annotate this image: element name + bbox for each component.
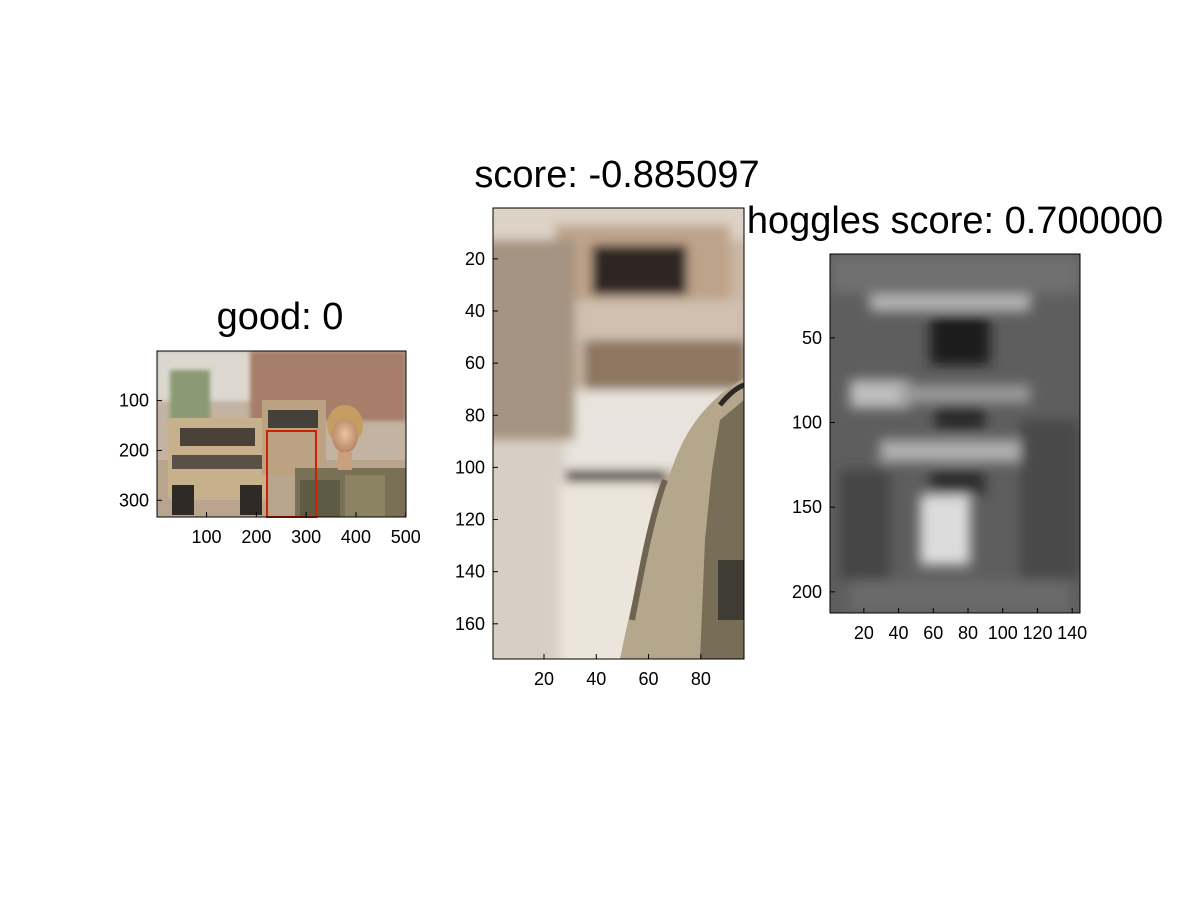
y-tick-label: 150 bbox=[792, 497, 822, 517]
x-tick-label: 100 bbox=[988, 623, 1018, 643]
x-tick-label: 500 bbox=[391, 527, 421, 547]
y-tick-label: 60 bbox=[465, 353, 485, 373]
x-tick-label: 120 bbox=[1022, 623, 1052, 643]
subplot-good: good: 0 100 200 300 400 500 100 200 300 bbox=[119, 296, 421, 547]
subplot2-ticks: 20 40 60 80 20 40 60 80 100 120 140 160 bbox=[455, 249, 711, 689]
x-tick-label: 20 bbox=[534, 669, 554, 689]
x-tick-label: 80 bbox=[958, 623, 978, 643]
subplot1-axes-frame bbox=[156, 350, 407, 518]
y-tick-label: 200 bbox=[792, 582, 822, 602]
y-tick-label: 200 bbox=[119, 440, 149, 460]
x-tick-label: 200 bbox=[241, 527, 271, 547]
window-crop-image bbox=[493, 208, 744, 659]
x-tick-label: 40 bbox=[586, 669, 606, 689]
x-tick-label: 80 bbox=[691, 669, 711, 689]
y-tick-label: 100 bbox=[792, 412, 822, 432]
y-tick-label: 120 bbox=[455, 510, 485, 530]
subplot3-title: hoggles score: 0.700000 bbox=[747, 200, 1163, 242]
x-tick-label: 400 bbox=[341, 527, 371, 547]
y-tick-label: 140 bbox=[455, 562, 485, 582]
x-tick-label: 100 bbox=[192, 527, 222, 547]
subplot2-axes-frame bbox=[492, 207, 745, 660]
subplot2-title: score: -0.885097 bbox=[474, 154, 759, 196]
x-tick-label: 140 bbox=[1057, 623, 1087, 643]
x-tick-label: 60 bbox=[639, 669, 659, 689]
subplot1-ticks: 100 200 300 400 500 100 200 300 bbox=[119, 391, 421, 547]
y-tick-label: 40 bbox=[465, 301, 485, 321]
source-photo bbox=[157, 351, 406, 517]
subplot3-axes-frame bbox=[829, 253, 1081, 614]
x-tick-label: 60 bbox=[923, 623, 943, 643]
x-tick-label: 300 bbox=[291, 527, 321, 547]
hoggles-heatmap-image bbox=[830, 254, 1080, 613]
subplot-hoggles: hoggles score: 0.700000 20 40 60 80 100 120 14… bbox=[747, 200, 1163, 643]
subplot1-title: good: 0 bbox=[217, 296, 344, 338]
y-tick-label: 100 bbox=[455, 457, 485, 477]
y-tick-label: 300 bbox=[119, 490, 149, 510]
y-tick-label: 20 bbox=[465, 249, 485, 269]
x-tick-label: 40 bbox=[889, 623, 909, 643]
y-tick-label: 160 bbox=[455, 614, 485, 634]
y-tick-label: 80 bbox=[465, 405, 485, 425]
y-tick-label: 100 bbox=[119, 391, 149, 411]
y-tick-label: 50 bbox=[802, 328, 822, 348]
x-tick-label: 20 bbox=[854, 623, 874, 643]
